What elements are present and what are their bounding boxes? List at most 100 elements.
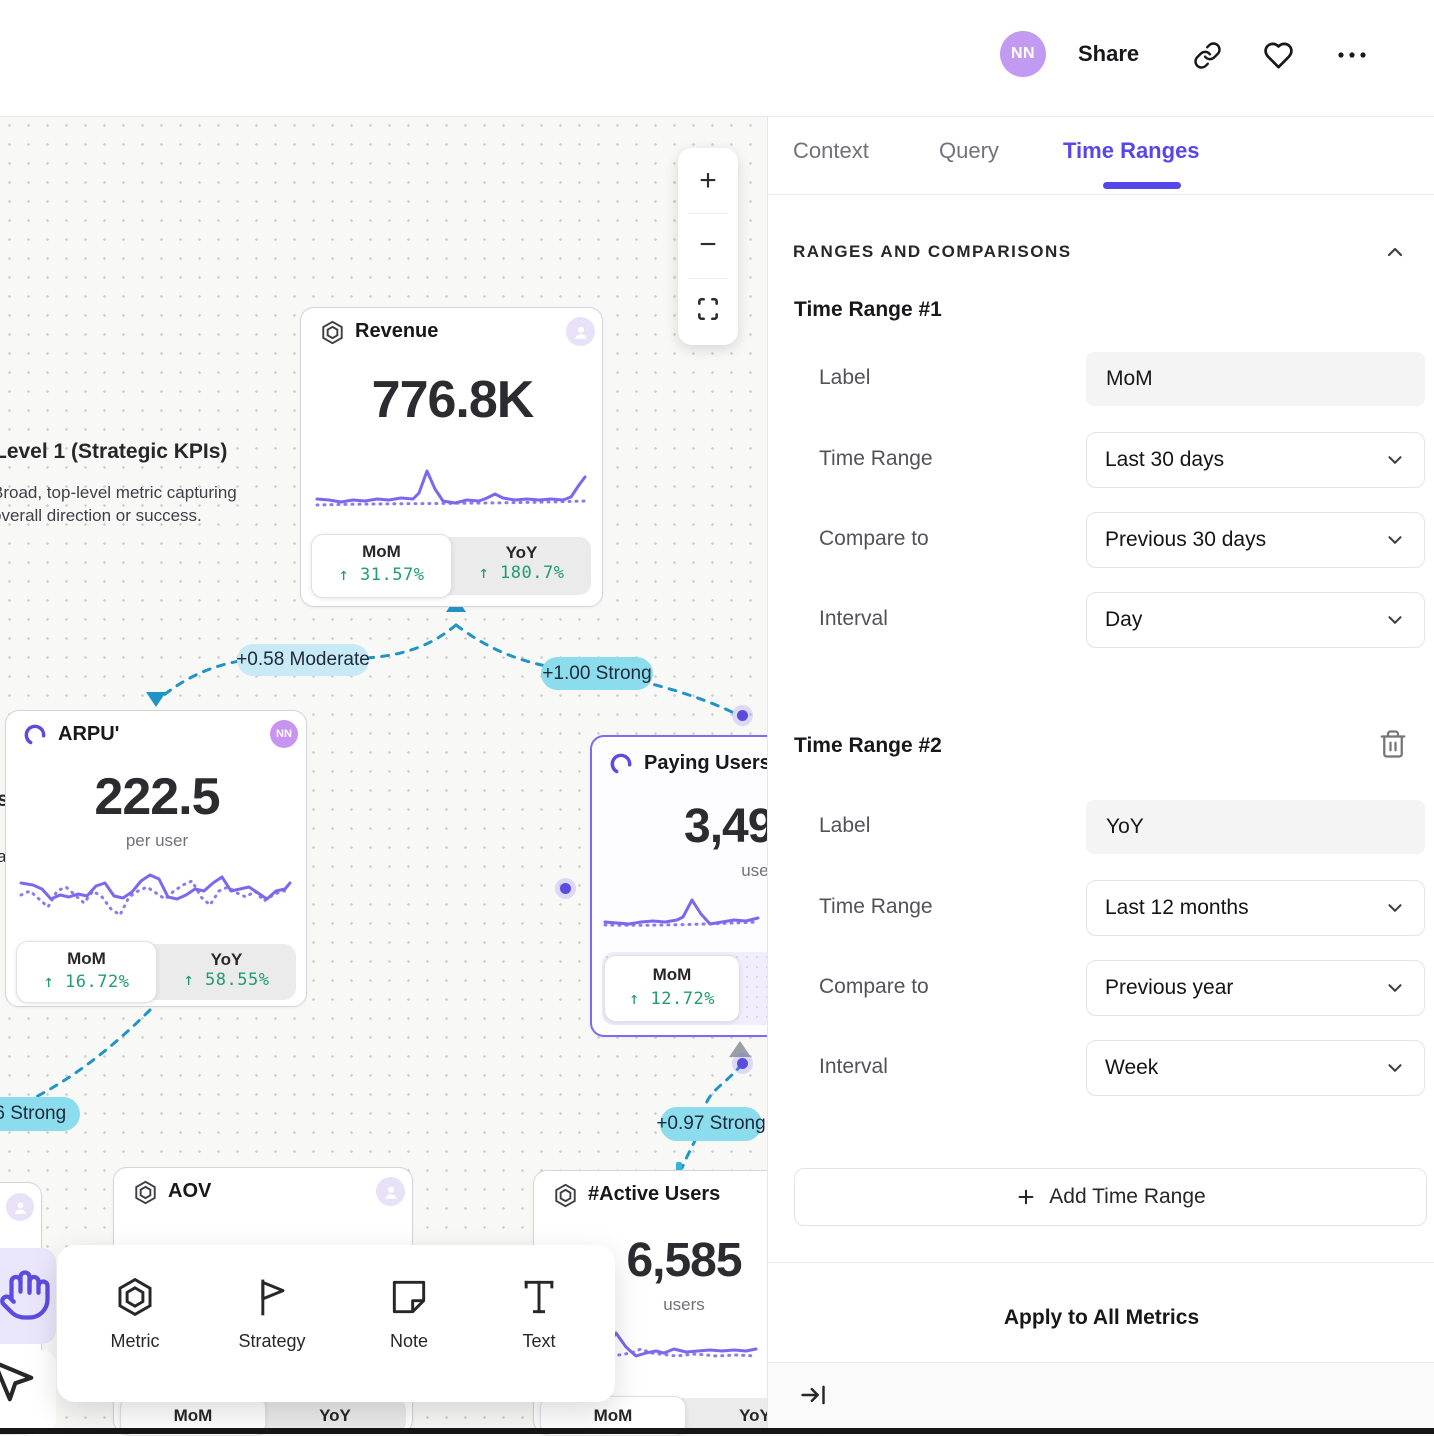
metric-hexagon-icon: [118, 1277, 152, 1317]
zoom-controls: + −: [678, 148, 738, 345]
metric-value: 3,49: [684, 800, 774, 853]
add-time-range-button[interactable]: Add Time Range: [794, 1168, 1427, 1226]
user-avatar[interactable]: NN: [1000, 31, 1046, 77]
toolbar-item-note[interactable]: Note: [349, 1273, 469, 1352]
hand-tool-selected[interactable]: [0, 1248, 56, 1344]
select-value: Last 30 days: [1105, 448, 1225, 471]
chevron-down-icon: [1388, 616, 1402, 624]
tab-context[interactable]: Context: [793, 138, 869, 163]
card-title: Paying Users': [644, 752, 776, 774]
toggle-label: MoM: [362, 542, 401, 561]
metric-card-arpu[interactable]: ARPU' NN 222.5 per user YoY ↑ 58.55% MoM…: [5, 710, 307, 1007]
tab-query[interactable]: Query: [939, 138, 999, 163]
sparkline: [603, 898, 760, 927]
fullscreen-icon[interactable]: [695, 296, 721, 322]
time-range-select[interactable]: Last 30 days: [1086, 432, 1425, 488]
toggle-delta: ↑ 31.57%: [338, 565, 425, 585]
arrowhead-down-arpu: [146, 692, 166, 707]
toggle-delta: ↑ 16.72%: [43, 972, 130, 992]
collapse-panel-icon[interactable]: [799, 1381, 827, 1409]
card-title: ARPU': [58, 723, 120, 745]
level-note-description: Broad, top-level metric capturing overal…: [0, 481, 237, 527]
toggle-label: MoM: [173, 1406, 213, 1425]
toggle-option-yoy[interactable]: YoY: [739, 1406, 771, 1425]
owner-avatar[interactable]: [6, 1193, 34, 1221]
insert-toolbar: Metric Strategy Note Text: [57, 1245, 615, 1402]
toolbar-item-label: Strategy: [238, 1331, 306, 1351]
toggle-option-mom-selected[interactable]: MoM ↑ 12.72%: [604, 955, 740, 1022]
label-input-value: MoM: [1106, 367, 1153, 390]
active-tab-underline: [1103, 182, 1181, 189]
toggle-label: YoY: [505, 543, 538, 562]
toolbar-item-text[interactable]: Text: [479, 1273, 599, 1352]
toolbar-item-label: Text: [522, 1331, 556, 1351]
settings-panel: Context Query Time Ranges RANGES AND COM…: [767, 116, 1434, 1435]
metric-value: 6,585: [626, 1234, 742, 1287]
person-icon: [384, 1186, 397, 1199]
toggle-label: MoM: [593, 1406, 633, 1425]
person-icon: [574, 326, 587, 339]
cursor-icon: [0, 1362, 34, 1402]
correlation-chip[interactable]: +1.00 Strong: [541, 657, 653, 690]
select-tool[interactable]: [0, 1350, 56, 1434]
heart-icon[interactable]: [1263, 40, 1294, 71]
share-button[interactable]: Share: [1078, 41, 1140, 66]
toggle-option-mom-selected[interactable]: MoM ↑ 31.57%: [311, 534, 452, 598]
clipped-text-fragment: s: [0, 788, 9, 812]
metric-hexagon-icon: [322, 320, 343, 345]
interval-select[interactable]: Week: [1086, 1040, 1425, 1096]
time-range-2-title: Time Range #2: [794, 734, 942, 757]
interval-select[interactable]: Day: [1086, 592, 1425, 648]
correlation-chip[interactable]: 66 Strong: [0, 1097, 80, 1131]
toggle-option-yoy[interactable]: YoY: [319, 1406, 351, 1425]
toolbar-item-strategy[interactable]: Strategy: [212, 1273, 332, 1352]
field-label: Label: [819, 366, 871, 389]
divider: [768, 1262, 1434, 1263]
arrowhead-gray-paying: [729, 1041, 751, 1057]
tab-time-ranges[interactable]: Time Ranges: [1063, 138, 1200, 163]
apply-to-all-metrics-button[interactable]: Apply to All Metrics: [1003, 1306, 1200, 1329]
chevron-up-icon[interactable]: [1383, 240, 1407, 264]
label-input[interactable]: MoM: [1086, 352, 1425, 406]
trash-icon[interactable]: [1378, 728, 1408, 760]
zoom-out-button[interactable]: −: [699, 228, 717, 261]
edge-revenue-arpu: [156, 623, 458, 702]
add-time-range-label: Add Time Range: [1049, 1185, 1206, 1208]
toggle-delta: ↑ 180.7%: [478, 563, 565, 583]
card-title: Revenue: [355, 320, 439, 342]
connection-handle-dot[interactable]: [737, 710, 748, 721]
select-value: Last 12 months: [1105, 896, 1249, 919]
toggle-option-mom-selected[interactable]: MoM ↑ 16.72%: [16, 941, 157, 1003]
connection-handle-dot[interactable]: [737, 1058, 748, 1069]
correlation-chip[interactable]: +0.97 Strong: [656, 1107, 766, 1141]
toggle-option-yoy[interactable]: YoY ↑ 180.7%: [452, 543, 591, 583]
person-icon: [14, 1202, 26, 1214]
toggle-label: MoM: [652, 965, 692, 984]
field-label: Time Range: [819, 447, 933, 470]
toolbar-item-metric[interactable]: Metric: [75, 1273, 195, 1352]
toggle-option-yoy[interactable]: YoY ↑ 58.55%: [157, 950, 296, 990]
top-bar: NN Share: [0, 0, 1434, 117]
collaborator-badge[interactable]: NN: [270, 720, 298, 748]
owner-avatar[interactable]: [566, 317, 595, 346]
metric-card-revenue[interactable]: Revenue 776.8K YoY ↑ 180.7% MoM ↑ 31.57%: [300, 307, 603, 607]
bottom-edge-strip: [0, 1428, 1434, 1434]
chevron-down-icon: [1388, 904, 1402, 912]
link-icon[interactable]: [1193, 41, 1222, 70]
connection-handle-dot[interactable]: [560, 883, 571, 894]
note-line-2: overall direction or success.: [0, 506, 202, 525]
more-options-icon[interactable]: [1337, 44, 1367, 66]
zoom-in-button[interactable]: +: [699, 164, 717, 197]
compare-to-select[interactable]: Previous year: [1086, 960, 1425, 1016]
label-input[interactable]: YoY: [1086, 800, 1425, 854]
card-title: AOV: [168, 1180, 212, 1202]
clipped-text-fragment: a: [0, 847, 7, 866]
label-input-value: YoY: [1106, 815, 1144, 838]
metric-unit: per user: [125, 831, 189, 850]
time-range-select[interactable]: Last 12 months: [1086, 880, 1425, 936]
compare-to-select[interactable]: Previous 30 days: [1086, 512, 1425, 568]
flag-icon: [261, 1279, 285, 1316]
correlation-chip[interactable]: +0.58 Moderate: [236, 644, 370, 676]
owner-avatar[interactable]: [376, 1177, 405, 1206]
